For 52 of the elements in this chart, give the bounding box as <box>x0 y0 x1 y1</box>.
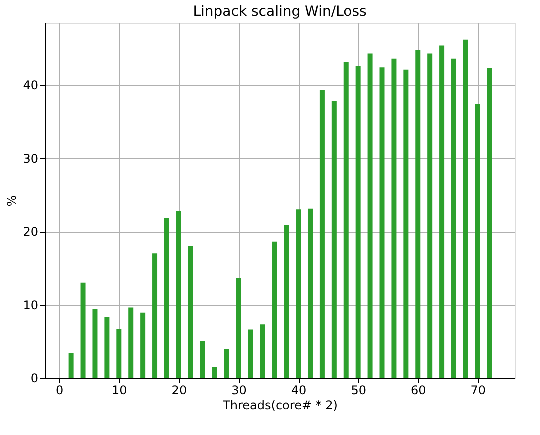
bar <box>248 330 254 378</box>
y-axis-title: % <box>5 195 20 207</box>
bar <box>404 70 409 378</box>
x-tick-label: 0 <box>56 384 64 398</box>
x-tick-label: 50 <box>351 384 366 398</box>
x-tick-label: 40 <box>291 384 307 398</box>
x-tick-label: 10 <box>112 384 128 398</box>
bar <box>487 68 492 378</box>
bar <box>296 210 302 378</box>
bar <box>152 254 158 378</box>
bar <box>164 218 170 378</box>
bar <box>200 341 206 378</box>
x-tick-label: 70 <box>470 384 486 398</box>
y-tick-label: 20 <box>23 225 38 240</box>
bar <box>284 225 290 378</box>
bar <box>236 278 242 378</box>
bar <box>440 46 445 378</box>
bar <box>392 58 397 378</box>
bar <box>176 211 182 378</box>
bar <box>332 101 337 378</box>
bar <box>128 308 134 378</box>
bar <box>452 58 457 378</box>
y-tick-label: 40 <box>23 78 38 93</box>
y-tick-label: 0 <box>30 372 38 386</box>
bar <box>463 40 468 378</box>
bar <box>188 246 194 378</box>
x-tick-label: 30 <box>232 384 247 398</box>
x-axis-title: Threads(core# * 2) <box>222 398 338 412</box>
x-tick-label: 20 <box>172 384 188 398</box>
bar <box>224 349 230 378</box>
chart-title: Linpack scaling Win/Loss <box>193 4 367 20</box>
bar <box>380 68 385 378</box>
y-tick-label: 10 <box>23 298 38 312</box>
bar <box>272 242 278 378</box>
bar <box>260 324 266 378</box>
bar <box>308 208 313 378</box>
bar <box>344 62 349 378</box>
y-tick-label: 30 <box>23 152 38 166</box>
bar <box>320 90 325 378</box>
bar <box>416 50 421 378</box>
x-tick-label: 60 <box>410 384 426 398</box>
bar <box>104 317 110 378</box>
bar <box>212 367 218 378</box>
bar <box>475 104 480 378</box>
bar <box>140 312 146 378</box>
bar <box>68 353 74 378</box>
bar <box>92 309 98 378</box>
bar <box>80 282 86 378</box>
bar <box>428 54 433 378</box>
bar <box>116 328 122 378</box>
bar <box>368 54 373 378</box>
bar <box>356 66 361 378</box>
